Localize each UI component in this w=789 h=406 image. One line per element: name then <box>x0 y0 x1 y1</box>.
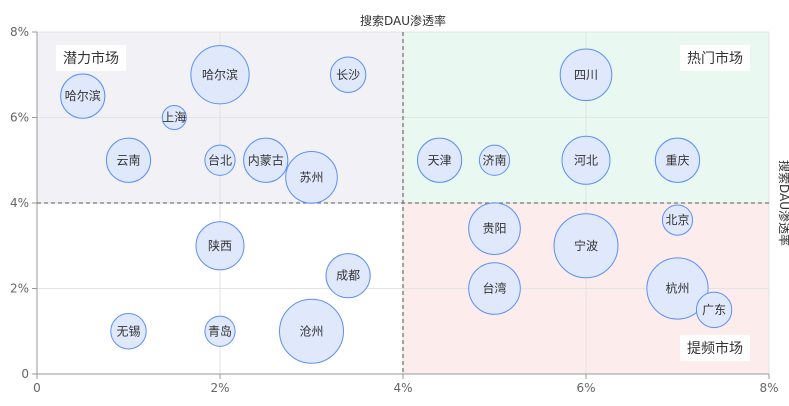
bubble-point: 济南 <box>478 144 511 176</box>
quadrant-label-text: 热门市场 <box>687 50 743 67</box>
bubble-label: 河北 <box>574 153 598 167</box>
bubble-label: 济南 <box>482 152 506 167</box>
bubble-point: 无锡 <box>110 313 147 350</box>
quadrant-label-box <box>680 45 750 71</box>
bubble-label: 苏州 <box>299 170 323 184</box>
bubble-point: 苏州 <box>285 151 338 204</box>
bubble-point: 长沙 <box>329 56 367 93</box>
bubble-label: 广东 <box>702 303 726 317</box>
x-tick-label: 6% <box>576 381 595 395</box>
bubble-circle <box>105 137 152 183</box>
bubble-label: 哈尔滨 <box>202 67 238 82</box>
bubble-point: 天津 <box>417 137 463 183</box>
quadrant-label-top-left: 潜力市场 <box>56 45 126 71</box>
bubble-point: 上海 <box>161 105 187 130</box>
bubble-circle <box>325 253 371 299</box>
bubble-circle <box>468 262 521 315</box>
bubble-point: 北京 <box>661 204 694 236</box>
bubble-label: 哈尔滨 <box>65 88 101 103</box>
bubble-point: 四川 <box>559 48 613 102</box>
bubble-point: 云南 <box>105 137 152 183</box>
y-tick-label: 4% <box>10 196 29 210</box>
y-tick-label: 8% <box>10 25 29 39</box>
bubble-circle <box>646 257 709 320</box>
bubble-label: 重庆 <box>665 153 689 167</box>
bubble-point: 台北 <box>204 144 236 176</box>
bubble-circle <box>279 298 344 364</box>
y-tick-label: 6% <box>10 111 29 125</box>
bubble-circle <box>161 105 187 130</box>
x-tick-label: 2% <box>210 381 229 395</box>
quadrant-label-text: 潜力市场 <box>63 50 119 67</box>
bubble-point: 陕西 <box>195 221 245 271</box>
bubble-label: 贵阳 <box>482 222 506 236</box>
quadrant-divider-lines <box>37 32 769 374</box>
bubble-circle <box>60 73 106 119</box>
bubble-circle <box>204 144 236 176</box>
right-axis-title: 搜索DAU渗透率 <box>777 160 789 246</box>
bubble-point: 哈尔滨 <box>190 45 250 105</box>
y-tick-label: 0 <box>21 367 29 381</box>
bubble-label: 内蒙古 <box>248 152 284 167</box>
bubble-circle <box>661 204 694 236</box>
bubble-circle <box>553 213 619 279</box>
x-tick-label: 8% <box>759 381 778 395</box>
bubble-label: 四川 <box>574 68 598 82</box>
bubble-label: 北京 <box>665 213 689 227</box>
bubble-point: 台湾 <box>468 262 521 315</box>
bubble-label: 长沙 <box>336 68 360 82</box>
bubble-circle <box>561 135 611 185</box>
bubble-circle <box>478 144 511 176</box>
bubble-label: 青岛 <box>208 323 232 338</box>
bubble-label: 宁波 <box>574 238 598 253</box>
bubble-label: 成都 <box>336 269 360 283</box>
bubble-point: 成都 <box>325 253 371 299</box>
bubble-circle <box>243 137 289 183</box>
bubble-point: 哈尔滨 <box>60 73 106 119</box>
bubble-label: 杭州 <box>665 281 689 296</box>
bubble-point: 杭州 <box>646 257 709 320</box>
bubble-circle <box>559 48 613 102</box>
bubble-point: 广东 <box>695 291 733 329</box>
bubble-circle <box>654 137 701 183</box>
bubble-circle <box>468 202 521 255</box>
bubble-point: 内蒙古 <box>243 137 289 183</box>
bubble-label: 沧州 <box>299 323 323 338</box>
bubble-circle <box>695 291 733 329</box>
bubble-point: 贵阳 <box>468 202 521 255</box>
bubble-circle <box>329 56 367 93</box>
x-tick-label: 0 <box>33 381 41 395</box>
top-axis-title: 搜索DAU渗透率 <box>360 13 446 28</box>
bubble-label: 云南 <box>116 152 140 167</box>
x-tick-label: 4% <box>393 381 412 395</box>
quadrant-label-box <box>680 335 750 361</box>
quadrant-label-bottom-right: 提频市场 <box>680 335 750 361</box>
bubble-point: 河北 <box>561 135 611 185</box>
bubble-circle <box>417 137 463 183</box>
bubble-label: 无锡 <box>116 323 140 338</box>
bubble-circle <box>204 315 236 347</box>
bubble-point: 宁波 <box>553 213 619 279</box>
bubble-label: 台北 <box>208 152 232 167</box>
bubble-label: 上海 <box>162 110 186 125</box>
quadrant-label-text: 提频市场 <box>687 340 743 357</box>
y-tick-label: 2% <box>10 282 29 296</box>
bubble-circle <box>285 151 338 204</box>
bubble-label: 陕西 <box>208 238 232 253</box>
bubble-circle <box>110 313 147 350</box>
bubble-point: 重庆 <box>654 137 701 183</box>
bubble-point: 沧州 <box>279 298 344 364</box>
quadrant-label-top-right: 热门市场 <box>680 45 750 71</box>
bubble-point: 青岛 <box>204 315 236 347</box>
quadrant-label-box <box>56 45 126 71</box>
bubble-label: 天津 <box>428 153 452 167</box>
bubble-circle <box>190 45 250 105</box>
bubble-label: 台湾 <box>482 281 506 296</box>
bubble-circle <box>195 221 245 271</box>
